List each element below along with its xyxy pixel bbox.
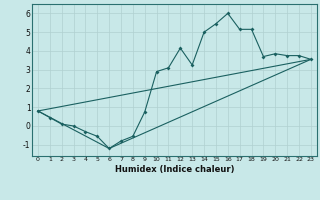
X-axis label: Humidex (Indice chaleur): Humidex (Indice chaleur) [115,165,234,174]
